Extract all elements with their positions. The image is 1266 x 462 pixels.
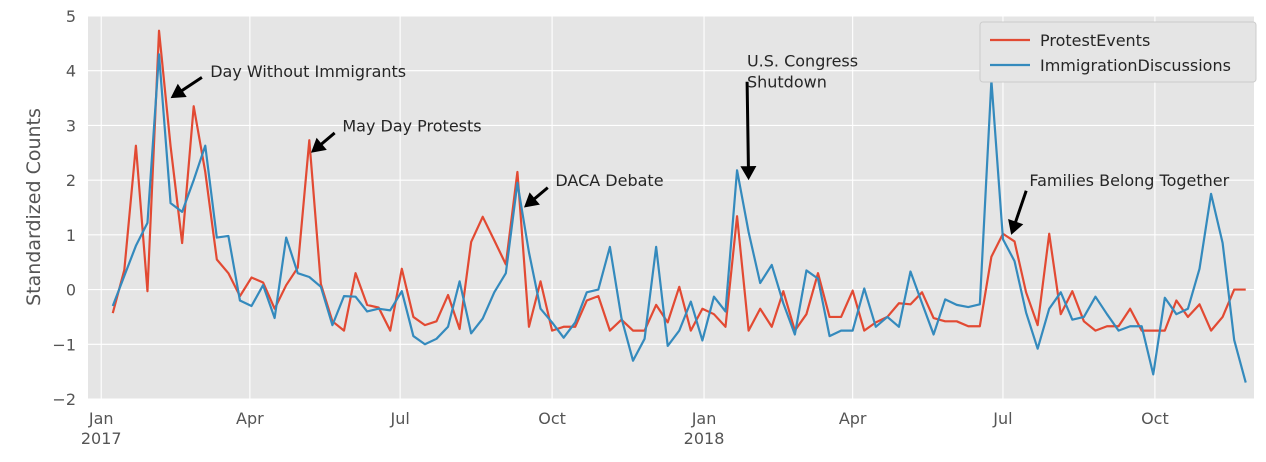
- annotations: Day Without Immigrants May Day Protests DA…: [170, 51, 1230, 235]
- x-tick-label: Apr: [236, 409, 264, 428]
- annotation-arrow: [170, 76, 203, 99]
- series-line-ImmigrationDiscussions: [111, 53, 1247, 383]
- legend-box: [979, 21, 1257, 83]
- x-tick-label: Oct: [538, 409, 566, 428]
- y-axis-title: Standardized Counts: [23, 108, 45, 306]
- x-tick-label: Oct: [1141, 409, 1169, 428]
- series-line-ProtestEvents: [111, 29, 1246, 332]
- y-tick-label: 2: [66, 171, 76, 190]
- annotation-label: U.S. Congress: [747, 51, 858, 70]
- y-tick-labels: −2 −1 0 1 2 3 4 5: [52, 7, 76, 409]
- annotation-label: Day Without Immigrants: [210, 62, 406, 81]
- y-tick-label: 5: [66, 7, 76, 26]
- y-tick-label: 4: [66, 62, 76, 81]
- annotation-arrow: [524, 186, 549, 208]
- x-tick-year-label: 2018: [684, 429, 725, 448]
- annotation-label: Shutdown: [747, 72, 827, 91]
- x-tick-label: Jul: [389, 409, 409, 428]
- x-tick-label: Apr: [839, 409, 867, 428]
- annotation-arrow: [311, 131, 336, 153]
- annotation-arrow: [740, 81, 757, 181]
- legend: ProtestEvents ImmigrationDiscussions: [979, 21, 1257, 83]
- annotation-label: DACA Debate: [555, 171, 663, 190]
- annotation-label: Families Belong Together: [1029, 171, 1229, 190]
- x-tick-label: Jan: [88, 409, 114, 428]
- x-tick-label: Jan: [691, 409, 717, 428]
- y-tick-label: −2: [52, 390, 76, 409]
- annotation-arrow: [1008, 190, 1028, 235]
- legend-label: ProtestEvents: [1040, 31, 1150, 50]
- grid: [88, 15, 1254, 400]
- x-tick-year-label: 2017: [81, 429, 122, 448]
- y-tick-label: 0: [66, 281, 76, 300]
- annotation-label: May Day Protests: [342, 117, 481, 136]
- series-lines: [111, 29, 1247, 383]
- y-tick-label: −1: [52, 335, 76, 354]
- x-tick-label: Jul: [992, 409, 1012, 428]
- y-tick-label: 1: [66, 226, 76, 245]
- y-tick-label: 3: [66, 116, 76, 135]
- legend-label: ImmigrationDiscussions: [1040, 56, 1231, 75]
